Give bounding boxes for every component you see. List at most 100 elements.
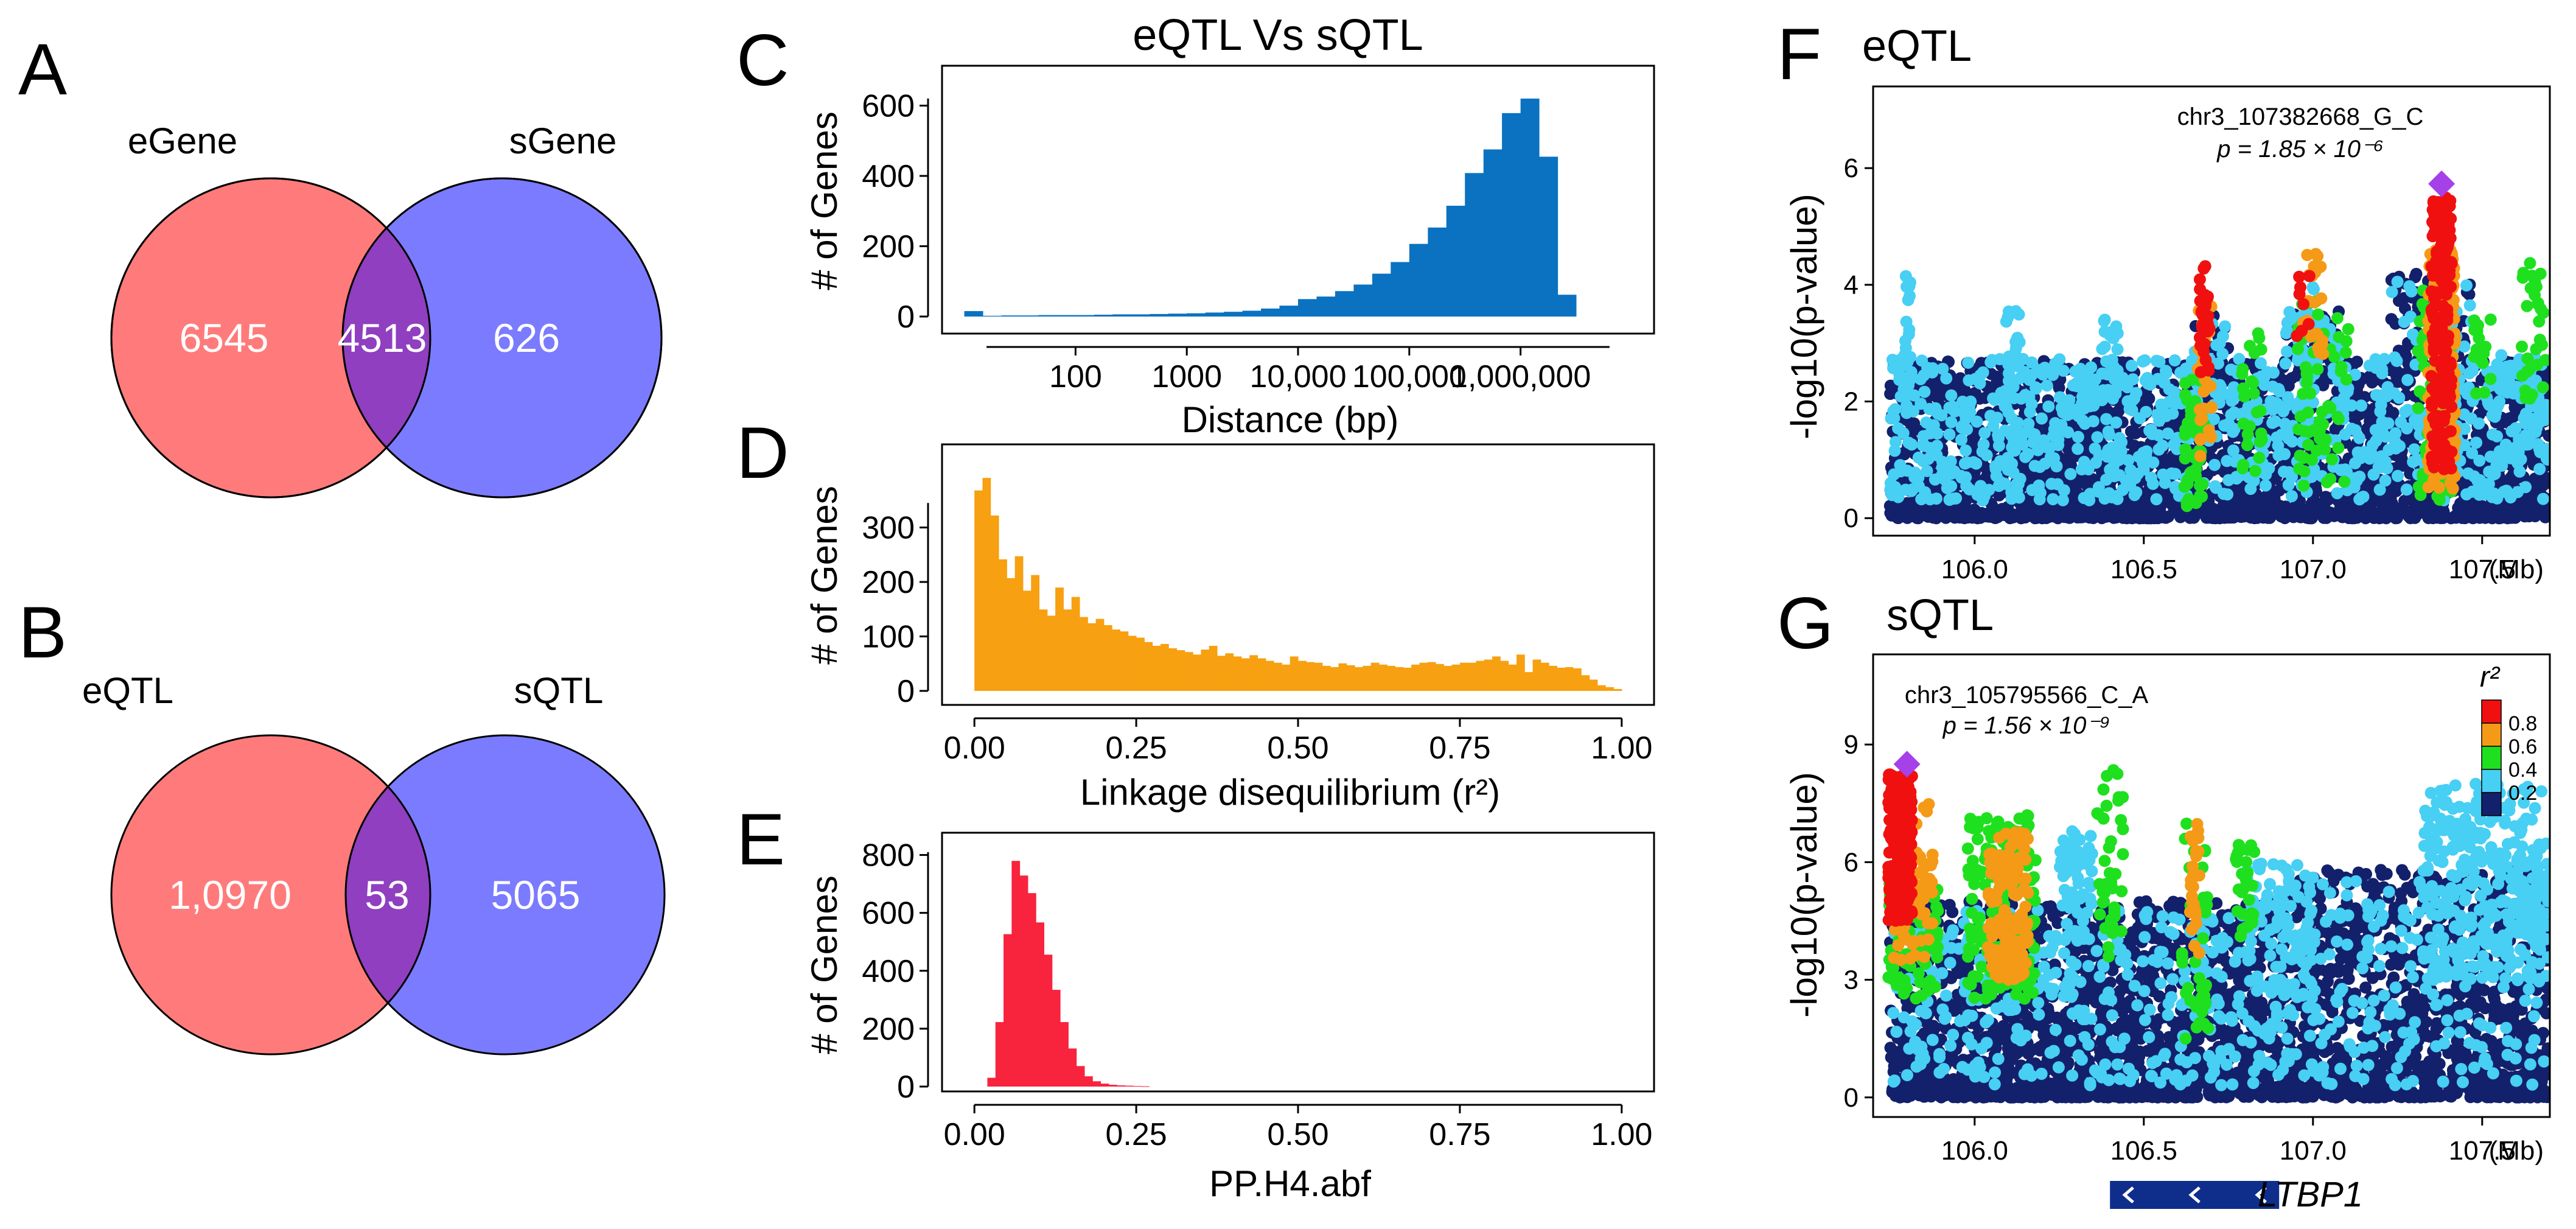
snp-point bbox=[2216, 348, 2229, 360]
snp-point bbox=[2389, 427, 2402, 439]
panel-d-frame bbox=[941, 443, 1655, 706]
panel-d-bar bbox=[1476, 660, 1485, 691]
snp-point bbox=[2303, 425, 2315, 438]
panel-f-lead-name: chr3_107382668_G_C bbox=[2177, 103, 2424, 130]
panel-e-bar bbox=[1068, 1048, 1077, 1087]
snp-point bbox=[2004, 512, 2016, 525]
snp-point bbox=[2426, 230, 2439, 242]
snp-point bbox=[1992, 429, 2005, 441]
snp-point bbox=[1900, 315, 1913, 328]
panel-d-bar bbox=[1120, 631, 1129, 691]
snp-point bbox=[2073, 365, 2086, 377]
panel-d-bar bbox=[1290, 656, 1299, 691]
panel-d-bar bbox=[1549, 665, 1557, 691]
snp-point bbox=[2056, 494, 2069, 506]
panel-d-bar bbox=[1168, 648, 1178, 691]
snp-point bbox=[2466, 485, 2479, 498]
snp-point bbox=[2445, 401, 2458, 413]
panel-d-bar bbox=[1395, 667, 1404, 691]
snp-point bbox=[2379, 474, 2392, 487]
panel-c-bar bbox=[1391, 262, 1410, 317]
venn-b-left-label: eQTL bbox=[82, 670, 173, 711]
panel-c-bar bbox=[1075, 315, 1095, 317]
snp-point bbox=[2484, 313, 2497, 326]
panel-c-bar bbox=[1465, 173, 1484, 317]
snp-point bbox=[2300, 367, 2313, 380]
snp-point bbox=[2281, 399, 2294, 411]
snp-point bbox=[2471, 324, 2484, 337]
snp-point bbox=[2293, 463, 2306, 475]
snp-point bbox=[2484, 373, 2497, 385]
panel-c-bar bbox=[1112, 314, 1132, 317]
panel-c-title: eQTL Vs sQTL bbox=[1133, 11, 1423, 60]
snp-point bbox=[1912, 480, 1925, 492]
snp-point bbox=[2198, 338, 2211, 351]
snp-point bbox=[2401, 374, 2414, 387]
snp-point bbox=[2168, 354, 2181, 366]
panel-c-x-tick-label: 1,000,000 bbox=[1450, 359, 1591, 394]
snp-point bbox=[2370, 389, 2382, 401]
snp-point bbox=[2325, 506, 2337, 519]
panel-b: B eQTL sQTL 1,0970 53 5065 bbox=[18, 592, 666, 1056]
panel-d-bar bbox=[1451, 664, 1461, 691]
snp-point bbox=[2237, 418, 2250, 430]
snp-point bbox=[2111, 343, 2124, 355]
snp-point bbox=[2466, 447, 2479, 460]
snp-point bbox=[1894, 465, 1907, 478]
snp-point bbox=[2248, 346, 2261, 359]
panel-d-y-tick-label: 300 bbox=[862, 511, 915, 546]
snp-point bbox=[2019, 450, 2032, 463]
snp-point bbox=[1943, 428, 1956, 441]
snp-point bbox=[2511, 439, 2524, 452]
panel-d-bar bbox=[1257, 658, 1266, 691]
snp-point bbox=[2314, 432, 2326, 445]
snp-point bbox=[2055, 402, 2068, 415]
snp-point bbox=[2194, 450, 2207, 463]
snp-point bbox=[2511, 486, 2524, 499]
snp-point bbox=[1941, 481, 1953, 494]
snp-point bbox=[2537, 492, 2549, 505]
panel-c-bar bbox=[1372, 273, 1391, 317]
snp-point bbox=[2253, 452, 2266, 464]
snp-point bbox=[2463, 299, 2476, 312]
snp-point bbox=[2171, 443, 2183, 455]
snp-point bbox=[2449, 436, 2462, 449]
snp-point bbox=[2403, 510, 2415, 522]
snp-point bbox=[2537, 306, 2550, 319]
snp-point bbox=[2168, 386, 2180, 399]
panel-d-bar bbox=[1589, 679, 1598, 691]
snp-point bbox=[2339, 346, 2352, 359]
snp-point bbox=[2098, 315, 2110, 327]
snp-point bbox=[2022, 418, 2035, 430]
snp-point bbox=[2086, 396, 2099, 409]
snp-point bbox=[2428, 333, 2441, 346]
snp-point bbox=[2090, 457, 2102, 469]
panel-d-bar bbox=[1087, 623, 1097, 691]
snp-point bbox=[2193, 273, 2206, 286]
snp-point bbox=[2255, 357, 2267, 369]
snp-point bbox=[1917, 430, 1930, 443]
panel-d-bar bbox=[1508, 664, 1517, 691]
panel-e-x-tick-label: 0.75 bbox=[1429, 1117, 1490, 1152]
x-tick-label: 107.5 bbox=[2449, 555, 2516, 584]
panel-c-y-tick-label: 400 bbox=[862, 159, 915, 194]
snp-point bbox=[2072, 430, 2084, 443]
snp-point bbox=[2359, 509, 2372, 522]
venn-a-right-count: 626 bbox=[493, 315, 560, 360]
panel-c-bar bbox=[1001, 315, 1021, 317]
snp-point bbox=[2353, 390, 2365, 402]
snp-point bbox=[2339, 428, 2351, 441]
panel-d-bar bbox=[1217, 656, 1226, 691]
panel-c-bar bbox=[1150, 313, 1169, 317]
panel-d-bar bbox=[1152, 645, 1161, 691]
snp-point bbox=[2028, 428, 2041, 441]
panel-c-bar bbox=[1353, 284, 1373, 317]
snp-point bbox=[2255, 427, 2267, 440]
panel-d-bar bbox=[1225, 653, 1234, 691]
panel-d-x-tick-label: 0.50 bbox=[1267, 730, 1328, 766]
snp-point bbox=[2380, 390, 2393, 402]
panel-f-lead-diamond bbox=[2428, 170, 2456, 198]
panel-d-bar bbox=[1031, 575, 1040, 691]
y-tick-label: 6 bbox=[1844, 153, 1859, 183]
